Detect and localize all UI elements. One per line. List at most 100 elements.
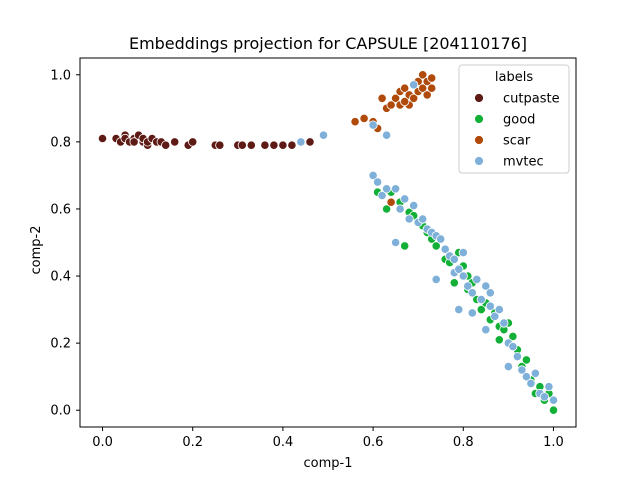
x-tick-label: 0.4 <box>273 435 294 450</box>
point-cutpaste <box>260 140 270 150</box>
point-good <box>381 204 392 214</box>
point-cutpaste <box>305 137 315 147</box>
point-scar <box>386 100 396 110</box>
point-mvtec <box>449 254 459 264</box>
point-mvtec <box>467 288 477 298</box>
legend: labels cutpaste good scar mvtec <box>458 64 570 174</box>
point-good <box>508 331 518 341</box>
point-mvtec <box>467 308 477 318</box>
point-cutpaste <box>246 140 256 150</box>
point-cutpaste <box>278 140 288 150</box>
point-cutpaste <box>161 140 171 150</box>
y-tick-label: 0.0 <box>50 404 71 419</box>
point-scar <box>409 93 419 103</box>
point-cutpaste <box>215 140 225 150</box>
legend-label: cutpaste <box>503 92 560 107</box>
legend-item-mvtec: mvtec <box>474 155 544 170</box>
point-mvtec <box>476 294 486 305</box>
point-scar <box>400 83 410 93</box>
legend-items: cutpaste good scar mvtec <box>474 92 560 170</box>
legend-label: good <box>503 113 535 128</box>
y-axis-ticks: 0.0 0.2 0.4 0.6 0.8 1.0 <box>50 68 80 419</box>
point-mvtec <box>521 372 532 382</box>
series-cutpaste <box>97 130 315 150</box>
point-scar <box>386 197 396 207</box>
point-scar <box>400 97 410 107</box>
point-scar <box>427 73 437 83</box>
point-cutpaste <box>170 137 180 147</box>
point-scar <box>377 93 387 103</box>
point-mvtec <box>458 248 468 258</box>
x-tick-label: 0.8 <box>453 435 474 450</box>
plot-frame <box>79 57 577 428</box>
x-tick-label: 0.6 <box>363 435 384 450</box>
point-mvtec <box>404 214 414 224</box>
y-axis-label: comp-2 <box>29 226 44 275</box>
legend-marker <box>474 156 484 166</box>
point-mvtec <box>436 234 446 244</box>
y-tick-label: 1.0 <box>50 68 71 83</box>
legend-label: scar <box>503 134 531 149</box>
legend-item-cutpaste: cutpaste <box>474 92 560 107</box>
x-axis-ticks: 0.0 0.2 0.4 0.6 0.8 1.0 <box>92 427 564 450</box>
point-mvtec <box>539 392 550 402</box>
point-good <box>548 405 559 415</box>
point-mvtec <box>472 274 482 284</box>
point-mvtec <box>318 130 329 140</box>
legend-label: mvtec <box>503 155 544 170</box>
point-mvtec <box>490 311 500 321</box>
point-mvtec <box>526 378 536 388</box>
legend-box <box>458 64 570 174</box>
point-scar <box>418 70 428 80</box>
point-scar <box>418 83 428 93</box>
legend-item-scar: scar <box>474 134 531 149</box>
point-scar <box>427 83 437 93</box>
point-good <box>449 278 459 288</box>
point-mvtec <box>481 325 491 335</box>
plot-area <box>97 70 559 415</box>
point-mvtec <box>418 214 428 224</box>
point-mvtec <box>517 365 527 375</box>
point-mvtec <box>499 318 509 328</box>
point-cutpaste <box>188 137 198 147</box>
point-mvtec <box>485 288 495 298</box>
point-mvtec <box>390 184 401 194</box>
point-scar <box>390 93 401 103</box>
point-good <box>400 241 410 251</box>
point-cutpaste <box>97 133 108 144</box>
point-mvtec <box>431 274 441 284</box>
point-mvtec <box>512 351 523 362</box>
x-tick-label: 0.0 <box>92 435 113 450</box>
point-good <box>521 355 532 365</box>
point-cutpaste <box>287 140 297 150</box>
point-scar <box>422 90 432 100</box>
point-cutpaste <box>237 140 247 150</box>
legend-marker <box>474 135 484 145</box>
point-mvtec <box>508 341 518 352</box>
point-mvtec <box>381 184 392 194</box>
y-tick-label: 0.6 <box>50 202 71 217</box>
point-mvtec <box>440 244 450 254</box>
point-mvtec <box>395 204 405 214</box>
point-mvtec <box>458 271 468 281</box>
point-mvtec <box>377 190 387 201</box>
point-cutpaste <box>269 140 279 150</box>
y-tick-label: 0.4 <box>50 270 71 285</box>
y-tick-label: 0.8 <box>50 135 71 150</box>
point-mvtec <box>368 170 378 180</box>
point-mvtec <box>454 264 464 274</box>
chart-title: Embeddings projection for CAPSULE [20411… <box>129 34 527 53</box>
point-cutpaste <box>129 137 139 147</box>
y-tick-label: 0.2 <box>50 337 71 352</box>
point-mvtec <box>544 382 554 392</box>
legend-title: labels <box>495 70 533 85</box>
legend-item-good: good <box>474 113 535 128</box>
point-good <box>494 335 504 345</box>
point-mvtec <box>296 137 306 147</box>
point-mvtec <box>481 281 491 291</box>
x-axis-label: comp-1 <box>304 456 353 471</box>
point-scar <box>359 113 369 124</box>
point-mvtec <box>368 120 378 130</box>
point-mvtec <box>409 201 419 211</box>
